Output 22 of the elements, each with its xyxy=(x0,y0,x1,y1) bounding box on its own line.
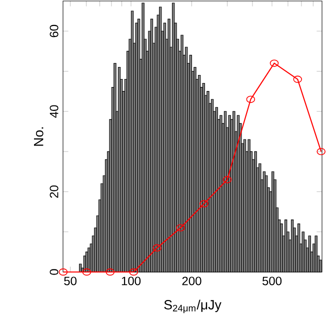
x-tick-label: 500 xyxy=(262,276,282,286)
point xyxy=(293,76,302,83)
point xyxy=(316,148,326,156)
x-tick-label: 50 xyxy=(64,276,77,286)
x-tick-label: 200 xyxy=(182,276,202,286)
point xyxy=(58,268,68,276)
point xyxy=(270,60,279,67)
point xyxy=(246,96,256,103)
y-axis-title: No. xyxy=(34,127,44,146)
y-tick-label: 0 xyxy=(50,269,58,275)
x-tick-label: 100 xyxy=(122,276,141,286)
point xyxy=(152,244,162,252)
point xyxy=(106,268,115,276)
point xyxy=(222,176,232,184)
point xyxy=(176,224,185,232)
y-tick-label: 60 xyxy=(50,24,58,38)
point xyxy=(200,200,208,208)
x-axis-title: S$_{24μm}$/μJy xyxy=(164,300,222,314)
point xyxy=(129,268,138,276)
y-tick-label: 20 xyxy=(50,185,58,198)
point xyxy=(82,268,92,276)
y-tick-label: 40 xyxy=(50,105,58,118)
